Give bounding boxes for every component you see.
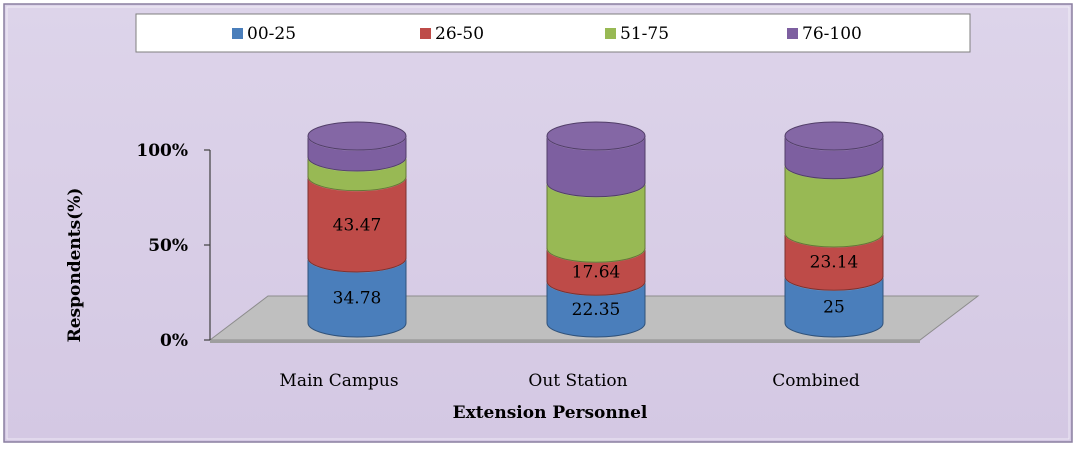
data-label-26-50: 17.64 — [572, 263, 621, 283]
y-axis-title: Respondents(%) — [65, 188, 85, 343]
y-axis-ticks: 0% 50% 100% — [136, 141, 210, 351]
chart-floor-front-edge — [210, 340, 920, 343]
legend-label-26-50: 26-50 — [435, 24, 484, 44]
legend-label-76-100: 76-100 — [802, 24, 862, 44]
x-tick-label: Main Campus — [279, 371, 398, 391]
bar-top-cap — [307, 121, 407, 151]
data-label-26-50: 43.47 — [333, 215, 382, 235]
bar-top-cap — [784, 121, 884, 151]
legend-swatch-00-25 — [232, 28, 243, 39]
legend-box — [135, 13, 971, 53]
bar-stack-main-campus: 34.78 43.47 — [307, 121, 407, 338]
y-tick-label: 50% — [148, 236, 188, 256]
x-tick-label: Out Station — [528, 371, 627, 391]
bar-stack-combined: 25 23.14 — [784, 121, 884, 338]
y-tick-label: 0% — [160, 331, 188, 351]
legend-label-51-75: 51-75 — [620, 24, 669, 44]
bar-stack-out-station: 22.35 17.64 — [546, 121, 646, 338]
data-label-00-25: 25 — [823, 298, 845, 318]
x-tick-label: Combined — [772, 371, 860, 391]
chart-background — [3, 3, 1073, 443]
bars-group: 34.78 43.47 22.35 17.64 25 23.14 — [307, 121, 884, 338]
legend-swatch-26-50 — [420, 28, 431, 39]
legend: 00-25 26-50 51-75 76-100 — [232, 24, 862, 44]
data-label-00-25: 22.35 — [572, 300, 621, 320]
legend-label-00-25: 00-25 — [247, 24, 296, 44]
chart-background-inner-edge — [6, 6, 1070, 440]
data-label-00-25: 34.78 — [333, 288, 382, 308]
bar-top-cap — [546, 121, 646, 151]
legend-swatch-76-100 — [787, 28, 798, 39]
data-label-26-50: 23.14 — [810, 253, 859, 273]
x-axis-title: Extension Personnel — [453, 403, 648, 423]
legend-swatch-51-75 — [605, 28, 616, 39]
x-axis-labels: Main Campus Out Station Combined — [279, 371, 859, 391]
y-tick-label: 100% — [136, 141, 188, 161]
